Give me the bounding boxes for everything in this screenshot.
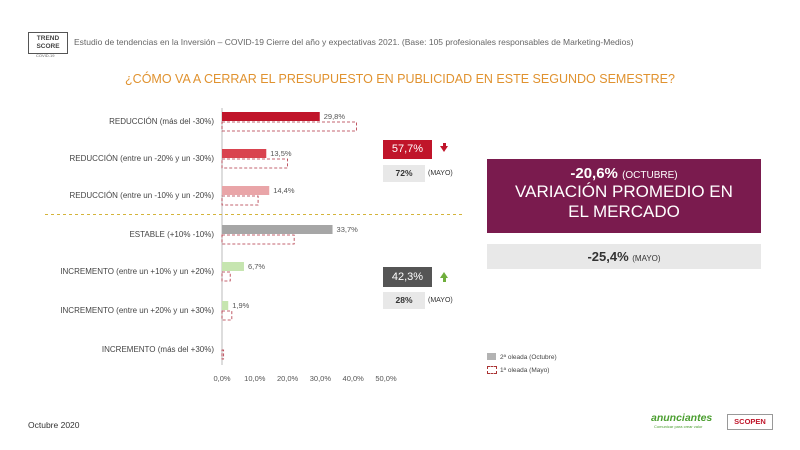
study-subtitle: Estudio de tendencias en la Inversión – … [74,37,634,47]
bar-october [222,149,267,158]
variation-caption-2: EL MERCADO [568,202,680,221]
anunciantes-tagline: Comunicar para crear valor [654,424,703,429]
category-label: REDUCCIÓN (entre un -10% y un -20%) [70,191,215,200]
logo-line2: SCORE [36,43,60,50]
legend-october-label: 2ª oleada (Octubre) [500,354,557,361]
bar-may [221,271,231,282]
trendscore-logo: TREND SCORE [28,32,68,54]
x-tick-label: 30,0% [310,374,332,383]
bar-october [222,112,320,121]
bar-october [222,186,270,195]
data-label: 1,9% [232,301,249,310]
up-arrow-stem [442,278,446,282]
x-tick-label: 50,0% [375,374,397,383]
variation-note: (OCTUBRE) [622,170,678,181]
legend-may-swatch [487,366,497,374]
may-variation-box: -25,4% (MAYO) [487,244,761,269]
data-label: 6,7% [248,262,265,271]
variation-value: -20,6% [570,165,618,182]
bar-may [221,158,288,169]
bar-may [221,195,259,206]
may-variation-note: (MAYO) [632,254,661,263]
bar-october [222,225,333,234]
bar-may [221,234,295,245]
question-title: ¿CÓMO VA A CERRAR EL PRESUPUESTO EN PUBL… [125,72,675,86]
bar-may [221,121,357,132]
category-label: REDUCCIÓN (más del -30%) [109,117,214,126]
footer-date: Octubre 2020 [28,420,80,430]
increase-may-box: 28% [383,292,425,309]
category-label: INCREMENTO (entre un +20% y un +30%) [60,306,214,315]
bar-may [221,310,233,321]
reduction-total-box: 57,7% [383,140,432,159]
scopen-logo: SCOPEN [727,414,773,430]
legend-may-label: 1ª oleada (Mayo) [500,367,550,374]
reduction-may-box: 72% [383,165,425,182]
reduction-may-label: (MAYO) [428,170,453,177]
logo-sub: COVID-19 [36,53,55,58]
variation-caption-1: VARIACIÓN PROMEDIO EN [515,182,733,201]
category-label: INCREMENTO (más del +30%) [102,345,214,354]
anunciantes-logo: anunciantes [651,412,713,424]
x-tick-label: 10,0% [244,374,266,383]
market-variation-box: -20,6% (OCTUBRE) VARIACIÓN PROMEDIO EN E… [487,159,761,233]
category-label: REDUCCIÓN (entre un -20% y un -30%) [70,154,215,163]
data-label: 14,4% [273,186,295,195]
bar-october [222,262,244,271]
may-variation-value: -25,4% [587,249,629,264]
category-label: INCREMENTO (entre un +10% y un +20%) [60,267,214,276]
data-label: 13,5% [270,149,292,158]
increase-may-label: (MAYO) [428,297,453,304]
x-tick-label: 20,0% [277,374,299,383]
x-tick-label: 40,0% [343,374,365,383]
down-arrow-stem [442,143,446,147]
data-label: 29,8% [324,112,346,121]
bar-may [221,349,225,360]
increase-total-box: 42,3% [383,267,432,287]
bar-october [222,301,229,310]
category-label: ESTABLE (+10% -10%) [129,230,214,239]
x-tick-label: 0,0% [213,374,230,383]
down-arrow-icon [440,146,448,152]
data-label: 33,7% [337,225,359,234]
logo-line1: TREND [36,35,60,42]
up-arrow-icon [440,272,448,278]
legend-october-swatch [487,353,496,360]
